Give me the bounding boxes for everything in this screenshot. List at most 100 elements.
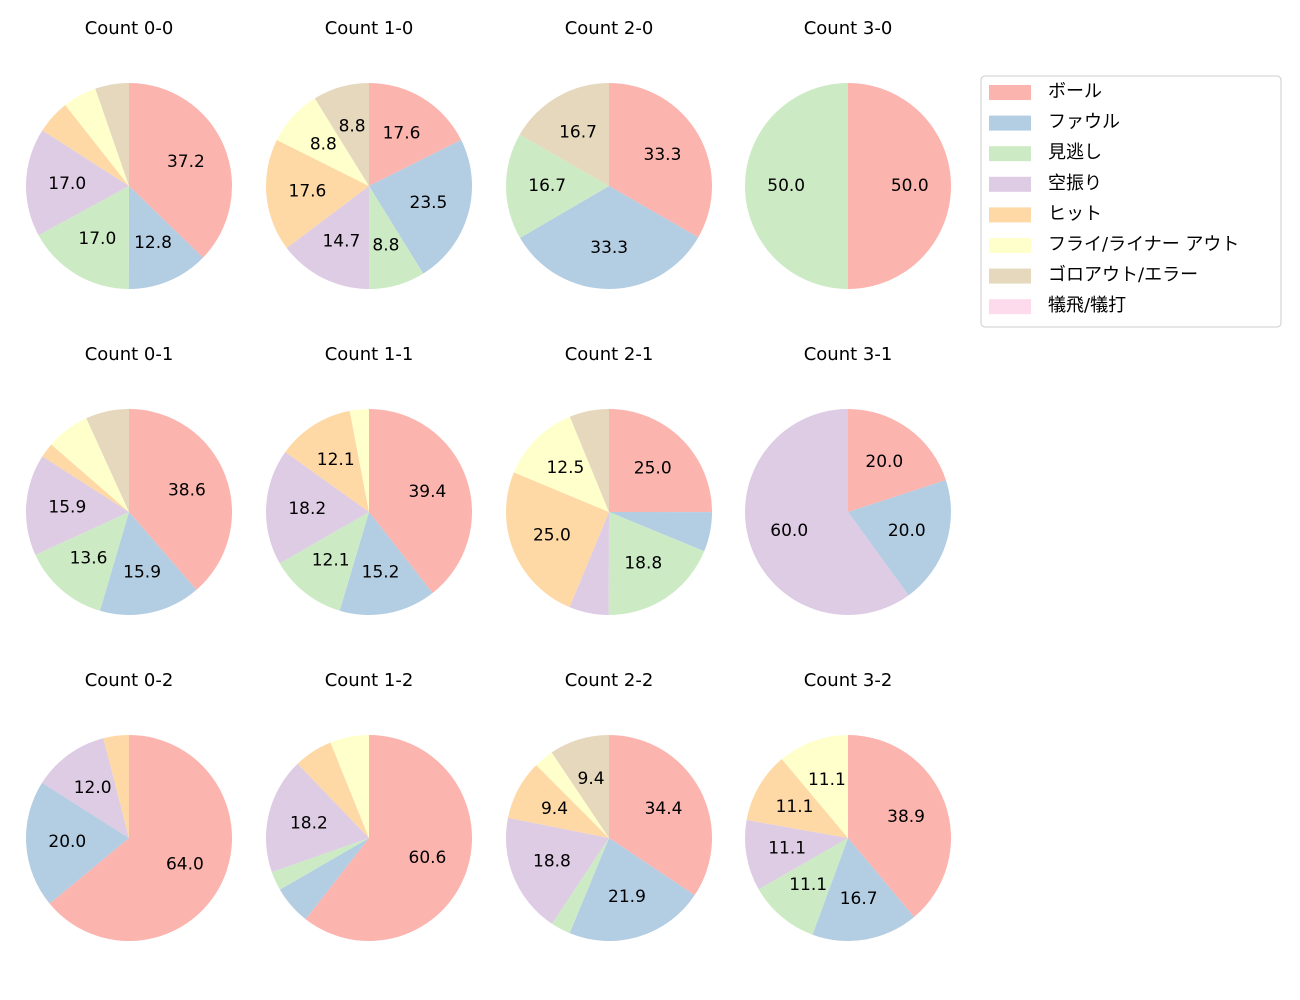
pie-slice <box>551 735 609 838</box>
pie-slice <box>746 759 848 838</box>
slice-label: 15.2 <box>362 563 400 583</box>
pie-slice <box>49 735 233 941</box>
pie-slice <box>65 88 129 186</box>
slice-label: 23.5 <box>410 193 448 213</box>
slice-label: 11.1 <box>789 875 827 895</box>
pie-title: Count 2-0 <box>565 18 654 39</box>
legend-swatch <box>989 268 1031 284</box>
pie-slice <box>551 838 609 934</box>
pie-title: Count 3-2 <box>804 670 893 691</box>
slice-label: 18.8 <box>533 852 571 872</box>
pie-title: Count 0-0 <box>85 18 174 39</box>
slice-label: 11.1 <box>768 839 806 859</box>
slice-label: 60.0 <box>770 521 808 541</box>
legend-label: フライ/ライナー アウト <box>1048 234 1239 255</box>
slice-label: 17.6 <box>289 182 327 202</box>
slice-label: 9.4 <box>578 769 605 789</box>
slice-label: 37.2 <box>167 152 205 172</box>
legend-swatch <box>989 146 1031 162</box>
pie-slice <box>506 134 609 238</box>
slice-label: 14.7 <box>322 231 360 251</box>
slice-label: 39.4 <box>408 482 446 502</box>
pie-slice <box>95 83 129 186</box>
pie-slice <box>279 838 369 920</box>
slice-label: 12.1 <box>312 550 350 570</box>
slice-label: 33.3 <box>590 238 628 258</box>
pie-slice <box>271 838 369 890</box>
legend-label: 犠飛/犠打 <box>1048 295 1126 316</box>
pie-slice <box>42 444 130 512</box>
pie-slice <box>848 735 951 917</box>
legend-swatch <box>989 238 1031 253</box>
slice-label: 38.9 <box>887 807 925 827</box>
slice-label: 12.5 <box>546 458 584 478</box>
slice-label: 13.6 <box>70 549 108 569</box>
pie-slice <box>305 735 473 942</box>
pie-slice <box>129 409 232 590</box>
pie-slice <box>297 742 369 838</box>
slice-label: 18.2 <box>290 814 328 834</box>
pie-slice <box>35 512 129 611</box>
pie-slice <box>569 409 609 512</box>
pie-slice <box>520 186 699 289</box>
pie-slice <box>349 409 369 512</box>
slice-label: 25.0 <box>634 458 672 478</box>
slice-label: 16.7 <box>559 123 597 143</box>
pie-slice <box>330 735 369 838</box>
slice-label: 15.9 <box>48 498 86 518</box>
pie-slice <box>369 409 472 593</box>
slice-label: 16.7 <box>840 889 878 909</box>
slice-label: 20.0 <box>888 521 926 541</box>
slice-label: 12.8 <box>134 233 172 253</box>
legend-label: ボール <box>1048 81 1102 102</box>
slice-label: 8.8 <box>310 134 337 154</box>
pie-title: Count 1-0 <box>325 18 414 39</box>
pie-slice <box>369 83 462 186</box>
pie-slice <box>848 480 951 596</box>
pie-slice <box>609 735 713 896</box>
pie-slice <box>506 472 609 608</box>
pie-slice <box>609 512 712 552</box>
pie-slice <box>314 83 369 186</box>
legend-label: ゴロアウト/エラー <box>1048 265 1198 286</box>
pie-slice <box>848 83 951 289</box>
slice-label: 15.9 <box>123 562 161 582</box>
pie-slice <box>276 98 369 186</box>
pie-slice <box>25 456 130 555</box>
pie-title: Count 0-1 <box>85 344 174 365</box>
pie-slice <box>569 838 695 941</box>
pie-slice <box>286 186 369 289</box>
slice-label: 12.1 <box>317 450 355 470</box>
pie-slice <box>848 409 946 512</box>
pie-slice <box>609 409 712 513</box>
slice-label: 17.0 <box>48 174 86 194</box>
slice-label: 18.8 <box>624 553 662 573</box>
legend-box <box>980 75 1282 328</box>
pie-slice <box>285 410 369 512</box>
legend-label: 見逃し <box>1048 142 1102 163</box>
pie-slice <box>519 83 609 186</box>
slice-label: 9.4 <box>541 799 568 819</box>
pie-slice <box>812 838 915 941</box>
slice-label: 20.0 <box>865 452 903 472</box>
legend-swatch <box>989 176 1031 192</box>
legend-swatch <box>989 85 1031 100</box>
pie-slice <box>744 819 848 890</box>
pie-slice <box>608 512 705 616</box>
legend-swatch <box>989 299 1031 315</box>
slice-label: 8.8 <box>372 235 399 255</box>
pie-slice <box>569 512 609 615</box>
pie-title: Count 2-2 <box>565 670 654 691</box>
pie-slice <box>266 763 369 873</box>
pie-slice <box>369 186 424 289</box>
slice-label: 64.0 <box>166 854 204 874</box>
pie-slice <box>758 838 848 935</box>
slice-label: 18.2 <box>288 499 326 519</box>
legend-label: ヒット <box>1048 203 1102 224</box>
pie-slice <box>609 83 712 238</box>
pie-slice <box>86 409 129 512</box>
slice-label: 60.6 <box>409 848 447 868</box>
pie-slice <box>42 105 130 186</box>
pie-slice <box>279 512 369 611</box>
pie-title: Count 3-1 <box>804 344 893 365</box>
